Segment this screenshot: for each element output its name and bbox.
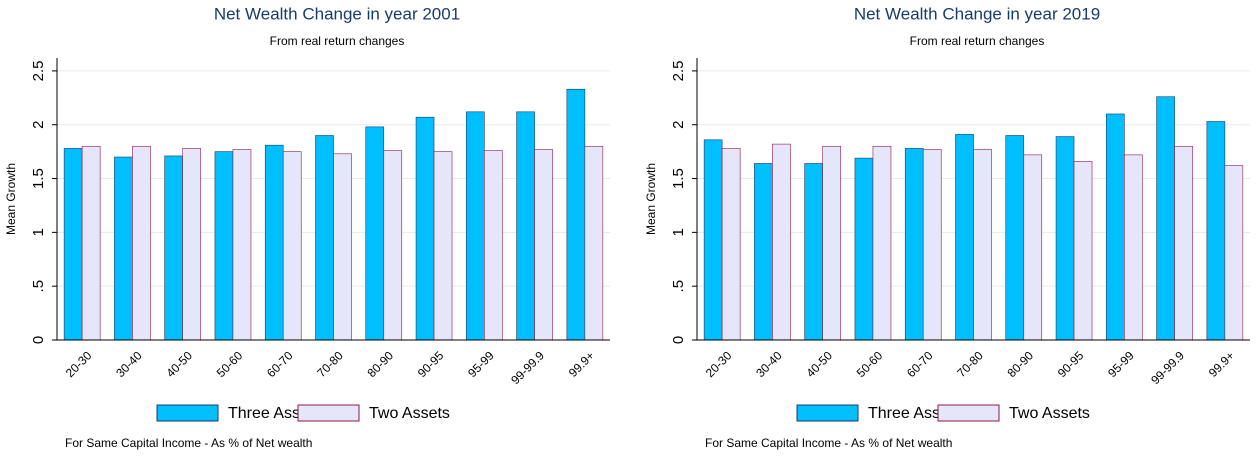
x-tick-label: 20-30 [63, 348, 95, 380]
x-tick-label: 20-30 [703, 348, 735, 380]
bar [955, 134, 974, 341]
x-tick-label: 90-95 [415, 348, 447, 380]
bar [922, 149, 942, 341]
bar [854, 157, 874, 341]
x-tick-label: 60-70 [904, 348, 936, 380]
y-tick-label: 2.5 [670, 60, 687, 81]
bar [754, 163, 773, 341]
y-tick-label: .5 [30, 280, 47, 293]
bar [534, 149, 553, 341]
y-tick-label: 1.5 [30, 168, 47, 189]
bar [182, 148, 201, 341]
y-tick-label: 0 [670, 336, 687, 344]
chart-subtitle: From real return changes [270, 34, 405, 48]
bar [584, 145, 604, 341]
bar [904, 148, 924, 341]
y-tick-label: 2 [30, 121, 47, 129]
legend-label: Two Assets [1009, 405, 1090, 422]
bar [1206, 121, 1226, 341]
x-tick-label: 99.9+ [1206, 348, 1237, 379]
y-tick-label: 1 [30, 228, 47, 236]
legend-swatch [937, 404, 1000, 422]
bar [516, 111, 535, 341]
x-tick-label: 40-50 [803, 348, 835, 380]
bar [1124, 154, 1143, 341]
bar [81, 145, 101, 341]
bar [484, 150, 503, 341]
bar [114, 156, 133, 341]
bar [1055, 136, 1075, 341]
x-tick-label: 70-80 [314, 348, 346, 380]
y-tick-label: 1 [670, 228, 687, 236]
y-tick-label: 2.5 [30, 60, 47, 81]
legend-swatch [156, 404, 219, 422]
bar [822, 145, 841, 341]
bar [315, 135, 334, 341]
bar [872, 145, 892, 341]
bar [63, 148, 83, 341]
bar [566, 88, 586, 341]
bar [772, 143, 791, 341]
x-tick-label: 70-80 [954, 348, 986, 380]
bar [1005, 135, 1025, 341]
y-tick-label: 0 [30, 336, 47, 344]
bar [383, 150, 403, 341]
bar [721, 148, 741, 341]
x-tick-label: 95-99 [465, 348, 497, 380]
x-tick-label: 30-40 [753, 348, 785, 380]
y-tick-label: 2 [670, 121, 687, 129]
chart-title: Net Wealth Change in year 2001 [214, 4, 460, 23]
bar [433, 151, 453, 341]
y-axis-title: Mean Growth [4, 163, 18, 235]
bar [232, 149, 252, 341]
x-tick-label: 80-90 [1005, 348, 1037, 380]
y-tick-label: .5 [670, 280, 687, 293]
x-tick-label: 50-60 [214, 348, 246, 380]
bar [1156, 96, 1175, 341]
y-tick-label: 1.5 [670, 168, 687, 189]
chart-note: For Same Capital Income - As % of Net we… [65, 436, 312, 450]
x-tick-label: 99-99.9 [508, 348, 547, 387]
bar [466, 111, 485, 341]
bar [264, 144, 284, 341]
x-tick-label: 50-60 [854, 348, 886, 380]
chart-subtitle: From real return changes [910, 34, 1045, 48]
x-tick-label: 99-99.9 [1148, 348, 1187, 387]
x-tick-label: 80-90 [365, 348, 397, 380]
bar [1023, 154, 1043, 341]
bar [333, 153, 352, 341]
bar [214, 151, 234, 341]
legend-swatch [796, 404, 859, 422]
x-tick-label: 95-99 [1105, 348, 1137, 380]
chart-note: For Same Capital Income - As % of Net we… [705, 436, 952, 450]
bar [282, 151, 302, 341]
x-tick-label: 60-70 [264, 348, 296, 380]
bar [804, 163, 823, 341]
bar [1106, 113, 1125, 341]
bar [415, 116, 435, 341]
y-axis-title: Mean Growth [644, 163, 658, 235]
bar [703, 139, 723, 341]
bar [1073, 161, 1093, 341]
bar [132, 145, 151, 341]
chart-title: Net Wealth Change in year 2019 [854, 4, 1100, 23]
x-tick-label: 99.9+ [566, 348, 597, 379]
bar [1224, 165, 1244, 341]
bar [1174, 145, 1193, 341]
x-tick-label: 30-40 [113, 348, 145, 380]
legend-swatch [297, 404, 360, 422]
bar [365, 126, 385, 341]
bar [164, 155, 183, 341]
x-tick-label: 90-95 [1055, 348, 1087, 380]
legend-label: Two Assets [369, 405, 450, 422]
x-tick-label: 40-50 [163, 348, 195, 380]
bar [973, 149, 992, 341]
